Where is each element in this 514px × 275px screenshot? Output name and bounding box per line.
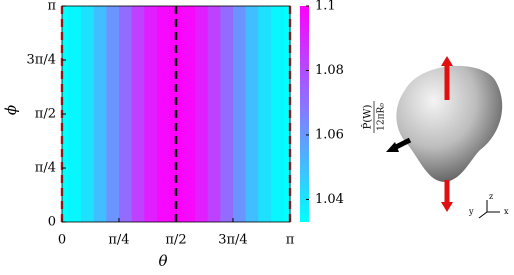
heatmap-column: [156, 6, 171, 222]
colorbar-tick-label: 1.1: [315, 0, 336, 14]
shape-illustration: z x y: [386, 56, 509, 219]
heatmap-column: [283, 6, 291, 222]
heatmap-column: [270, 6, 285, 222]
x-tick-label: π/4: [108, 233, 129, 248]
y-tick-label: π: [47, 0, 56, 14]
colorbar-label: P̂(W) 12πR₀: [362, 101, 387, 133]
colorbar-tick-label: 1.04: [315, 192, 344, 207]
x-tick-label: π/2: [165, 233, 186, 248]
red-arrowhead-up: [441, 56, 453, 66]
inset-y-axis: [478, 211, 488, 219]
y-tick-label: 0: [48, 215, 56, 230]
heatmap-column: [220, 6, 234, 222]
inset-z-label: z: [489, 192, 493, 201]
shape-body: [396, 65, 503, 182]
heatmap-column: [207, 6, 221, 222]
colorbar-label-denominator: 12πR₀: [377, 103, 387, 131]
red-arrowhead-down: [441, 202, 453, 212]
heatmap-column: [68, 6, 82, 222]
x-tick-label: π: [286, 233, 295, 248]
y-tick-label: π/4: [35, 161, 56, 176]
colorbar: [300, 6, 309, 222]
inset-y-label: y: [468, 207, 474, 216]
heatmap-column: [119, 6, 133, 222]
heatmap-column: [81, 6, 95, 222]
heatmap-area: [60, 5, 292, 223]
x-tick-label: 3π/4: [218, 233, 247, 248]
heatmap-column: [93, 6, 107, 222]
y-tick-label: 3π/4: [27, 53, 56, 68]
x-axis-label: θ: [158, 252, 167, 270]
colorbar-tick-label: 1.06: [315, 127, 344, 142]
y-axis-label: ϕ: [2, 105, 20, 115]
colorbar-tick-label: 1.08: [315, 63, 344, 78]
colorbar-label-numerator: P̂(W): [362, 104, 374, 129]
y-tick-label: π/2: [35, 107, 56, 122]
heatmap-column: [182, 6, 196, 222]
x-tick-label: 0: [58, 233, 66, 248]
heatmap-column: [106, 6, 120, 222]
heatmap-column: [258, 6, 272, 222]
heatmap-column: [131, 6, 145, 222]
heatmap-column: [232, 6, 247, 222]
heatmap-column: [245, 6, 259, 222]
heatmap-column: [144, 6, 158, 222]
inset-x-label: x: [504, 207, 509, 216]
black-arrowhead: [386, 142, 399, 152]
heatmap-column: [194, 6, 209, 222]
